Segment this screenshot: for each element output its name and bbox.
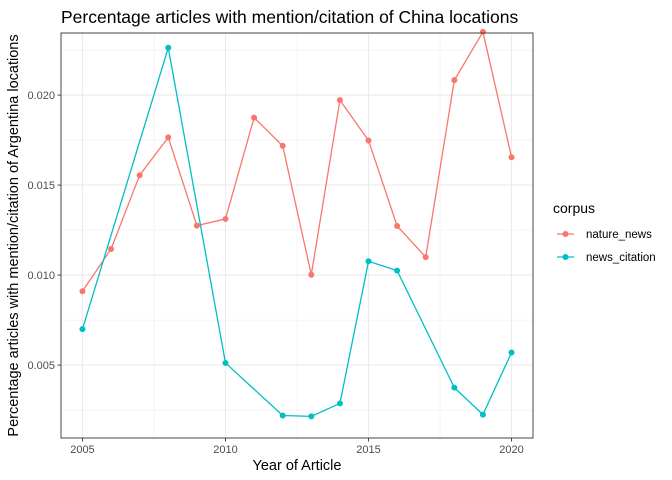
plot-panel-border: [60, 32, 534, 439]
minor-gridlines: [61, 33, 533, 438]
data-point-nature-news: [222, 215, 229, 222]
data-point-nature-news: [365, 137, 372, 144]
data-point-news-citation: [479, 411, 486, 418]
x-axis-ticks: 2005 2010 2015 2020: [70, 438, 524, 456]
y-tick-label: 0.015: [27, 180, 55, 192]
data-point-news-citation: [451, 384, 458, 391]
legend-key-point: [562, 231, 569, 237]
data-point-nature-news: [136, 172, 143, 179]
legend-title: corpus: [553, 200, 595, 216]
y-tick-label: 0.010: [27, 270, 55, 282]
series-line-nature-news: [81, 31, 513, 292]
legend-label: news_citation: [586, 252, 656, 264]
data-point-news-citation: [508, 349, 515, 356]
data-point-nature-news: [193, 222, 200, 229]
data-point-news-citation: [165, 44, 172, 51]
x-axis-title: Year of Article: [253, 458, 342, 474]
x-tick-label: 2015: [356, 444, 380, 456]
data-point-news-citation: [279, 412, 286, 419]
major-gridlines: [61, 33, 533, 438]
data-point-nature-news: [108, 246, 115, 252]
chart-title: Percentage articles with mention/citatio…: [61, 7, 518, 27]
data-point-nature-news: [308, 271, 315, 278]
data-point-nature-news: [479, 28, 486, 35]
x-tick-label: 2005: [70, 444, 94, 456]
legend-key-point: [562, 254, 569, 260]
data-point-nature-news: [251, 114, 258, 121]
data-point-news-citation: [365, 258, 372, 265]
data-point-news-citation: [222, 359, 229, 366]
data-point-news-citation: [308, 413, 315, 420]
data-point-news-citation: [336, 400, 343, 407]
data-point-nature-news: [508, 154, 515, 161]
data-point-nature-news: [451, 77, 458, 84]
data-point-nature-news: [79, 288, 86, 295]
x-tick-label: 2020: [499, 444, 523, 456]
data-point-nature-news: [165, 134, 172, 141]
legend-label: nature_news: [586, 229, 652, 241]
y-axis-title: Percentage articles with mention/citatio…: [6, 34, 22, 436]
y-tick-label: 0.005: [27, 360, 55, 372]
y-tick-label: 0.020: [27, 90, 55, 102]
series-points: [79, 28, 515, 420]
data-point-news-citation: [394, 267, 401, 274]
data-point-news-citation: [79, 326, 86, 333]
data-point-nature-news: [422, 254, 429, 261]
data-point-nature-news: [336, 97, 343, 104]
x-tick-label: 2010: [213, 444, 237, 456]
data-point-nature-news: [279, 142, 286, 149]
y-axis-ticks: 0.005 0.010 0.015 0.020: [27, 90, 61, 372]
data-point-nature-news: [394, 222, 401, 229]
legend: corpus nature_news news_citation: [553, 200, 656, 264]
